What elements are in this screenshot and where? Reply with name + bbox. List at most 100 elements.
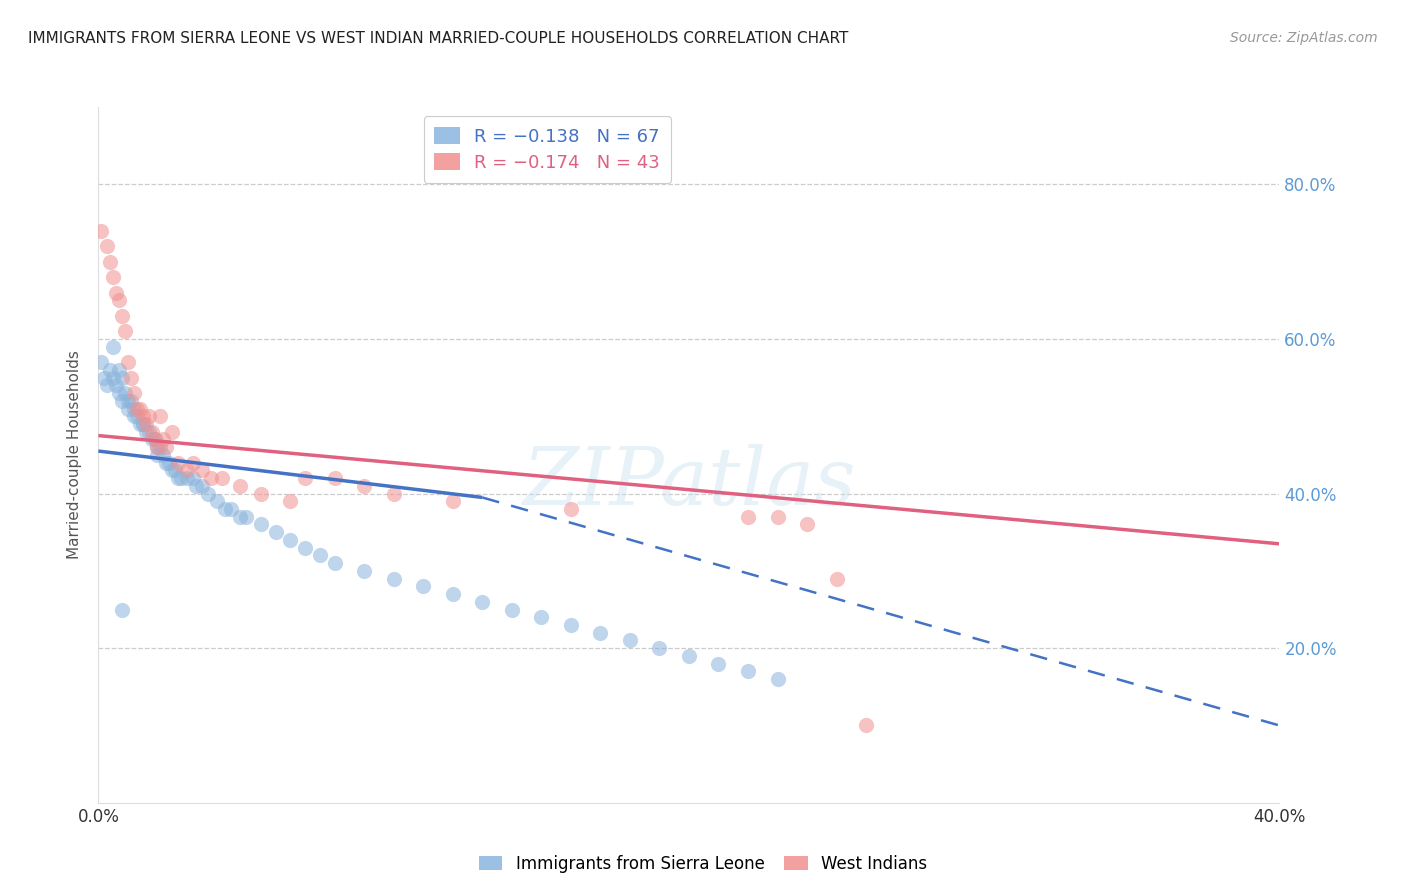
Point [132,417,155,431]
Point [278,533,302,547]
Point [796,517,818,532]
Point [707,657,730,671]
Point [117,401,139,416]
Point [229,509,252,524]
Point [117,355,139,369]
Point [96,239,118,253]
Point [560,618,582,632]
Point [162,463,183,477]
Point [143,433,166,447]
Point [501,602,523,616]
Point [120,393,142,408]
Point [167,456,190,470]
Point [855,718,877,732]
Point [111,370,134,384]
Point [250,517,273,532]
Point [191,479,214,493]
Point [111,309,134,323]
Point [619,633,641,648]
Point [170,471,193,485]
Point [412,579,434,593]
Point [181,456,204,470]
Point [120,370,142,384]
Point [155,456,177,470]
Point [250,486,273,500]
Point [98,254,121,268]
Point [103,270,125,285]
Point [229,479,252,493]
Point [235,509,257,524]
Point [184,479,207,493]
Point [219,502,242,516]
Text: ZIPatlas: ZIPatlas [522,444,856,522]
Point [111,602,134,616]
Point [141,425,163,439]
Point [205,494,228,508]
Point [353,564,375,578]
Point [309,549,332,563]
Point [146,440,169,454]
Point [589,625,612,640]
Point [211,471,233,485]
Point [152,433,174,447]
Legend: R = −0.138   N = 67, R = −0.174   N = 43: R = −0.138 N = 67, R = −0.174 N = 43 [423,116,671,183]
Point [176,471,198,485]
Point [560,502,582,516]
Point [264,525,287,540]
Point [108,386,131,401]
Point [165,463,187,477]
Point [278,494,302,508]
Point [678,648,700,663]
Point [149,409,172,424]
Point [197,486,219,500]
Point [200,471,222,485]
Point [737,509,759,524]
Point [382,486,405,500]
Point [294,471,316,485]
Point [382,572,405,586]
Legend: Immigrants from Sierra Leone, West Indians: Immigrants from Sierra Leone, West India… [472,848,934,880]
Point [114,324,136,338]
Point [125,401,148,416]
Point [323,556,346,570]
Point [146,448,169,462]
Point [93,370,115,384]
Point [103,370,125,384]
Point [441,587,464,601]
Point [157,456,180,470]
Point [108,363,131,377]
Point [191,463,214,477]
Point [138,409,160,424]
Point [105,378,128,392]
Point [146,440,169,454]
Point [648,641,671,656]
Point [90,355,112,369]
Point [138,425,160,439]
Point [111,393,134,408]
Y-axis label: Married-couple Households: Married-couple Households [67,351,83,559]
Point [114,386,136,401]
Point [766,509,789,524]
Point [132,409,155,424]
Point [98,363,121,377]
Point [105,285,128,300]
Point [214,502,236,516]
Point [141,433,163,447]
Point [167,471,190,485]
Point [294,541,316,555]
Point [143,433,166,447]
Point [128,417,150,431]
Text: IMMIGRANTS FROM SIERRA LEONE VS WEST INDIAN MARRIED-COUPLE HOUSEHOLDS CORRELATIO: IMMIGRANTS FROM SIERRA LEONE VS WEST IND… [28,31,848,46]
Point [825,572,848,586]
Point [125,409,148,424]
Point [132,417,155,431]
Point [96,378,118,392]
Point [117,393,139,408]
Point [441,494,464,508]
Point [471,595,494,609]
Point [155,440,177,454]
Point [152,448,174,462]
Point [766,672,789,686]
Point [122,409,145,424]
Point [323,471,346,485]
